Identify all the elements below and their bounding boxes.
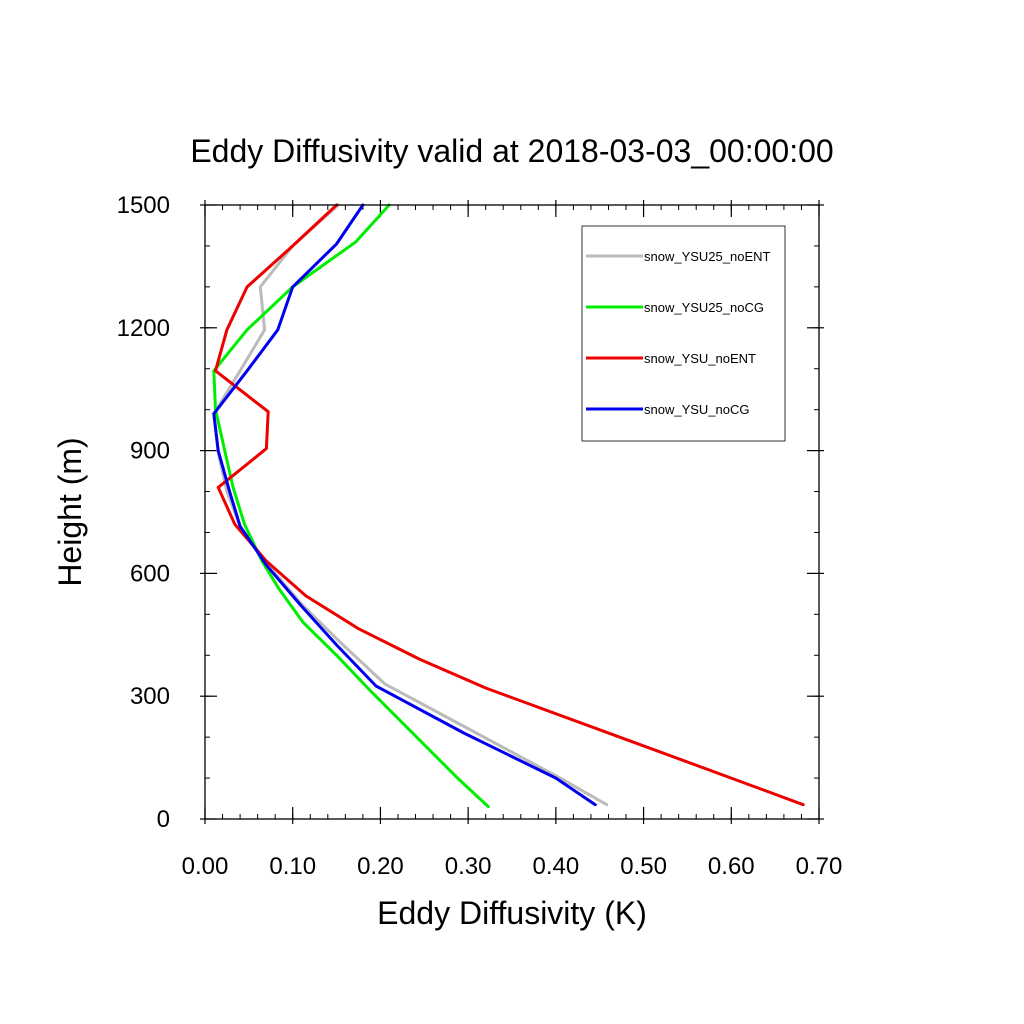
x-tick-label: 0.30	[445, 853, 492, 880]
y-tick-label: 1200	[117, 315, 170, 342]
legend: snow_YSU25_noENT snow_YSU25_noCG snow_YSU_…	[581, 225, 786, 442]
series-layer	[212, 203, 805, 809]
x-tick-label: 0.60	[708, 853, 755, 880]
x-tick-label: 0.10	[269, 853, 316, 880]
chart-title: Eddy Diffusivity valid at 2018-03-03_00:…	[190, 133, 833, 169]
plot-frame	[204, 204, 820, 820]
series-line-snow_YSU_noCG	[212, 203, 597, 807]
legend-item: snow_YSU25_noCG	[586, 300, 764, 315]
y-tick-label: 1500	[117, 192, 170, 219]
x-tick-label: 0.70	[796, 853, 843, 880]
legend-item: snow_YSU_noENT	[586, 351, 756, 366]
legend-item: snow_YSU25_noENT	[586, 249, 771, 264]
legend-box	[581, 225, 786, 442]
x-tick-label: 0.00	[182, 853, 229, 880]
x-tick-label: 0.20	[357, 853, 404, 880]
series-line-snow_YSU25_noCG	[212, 203, 490, 809]
series-line-snow_YSU_noENT	[214, 203, 805, 807]
x-tick-label: 0.50	[620, 853, 667, 880]
x-tick-label: 0.40	[532, 853, 579, 880]
y-tick-label: 900	[130, 438, 170, 465]
legend-label: snow_YSU_noENT	[644, 351, 756, 366]
y-tick-label: 300	[130, 683, 170, 710]
ticks-layer: 0.00 0.10 0.20 0.30 0.40 0.50 0.60 0.70 0 300 600 9…	[117, 192, 843, 880]
x-axis-label: Eddy Diffusivity (K)	[377, 895, 647, 931]
legend-label: snow_YSU25_noENT	[644, 249, 771, 264]
legend-label: snow_YSU_noCG	[644, 402, 750, 417]
y-tick-label: 600	[130, 560, 170, 587]
y-tick-label: 0	[157, 806, 170, 833]
legend-label: snow_YSU25_noCG	[644, 300, 764, 315]
legend-item: snow_YSU_noCG	[586, 402, 750, 417]
y-axis-label: Height (m)	[52, 437, 88, 586]
